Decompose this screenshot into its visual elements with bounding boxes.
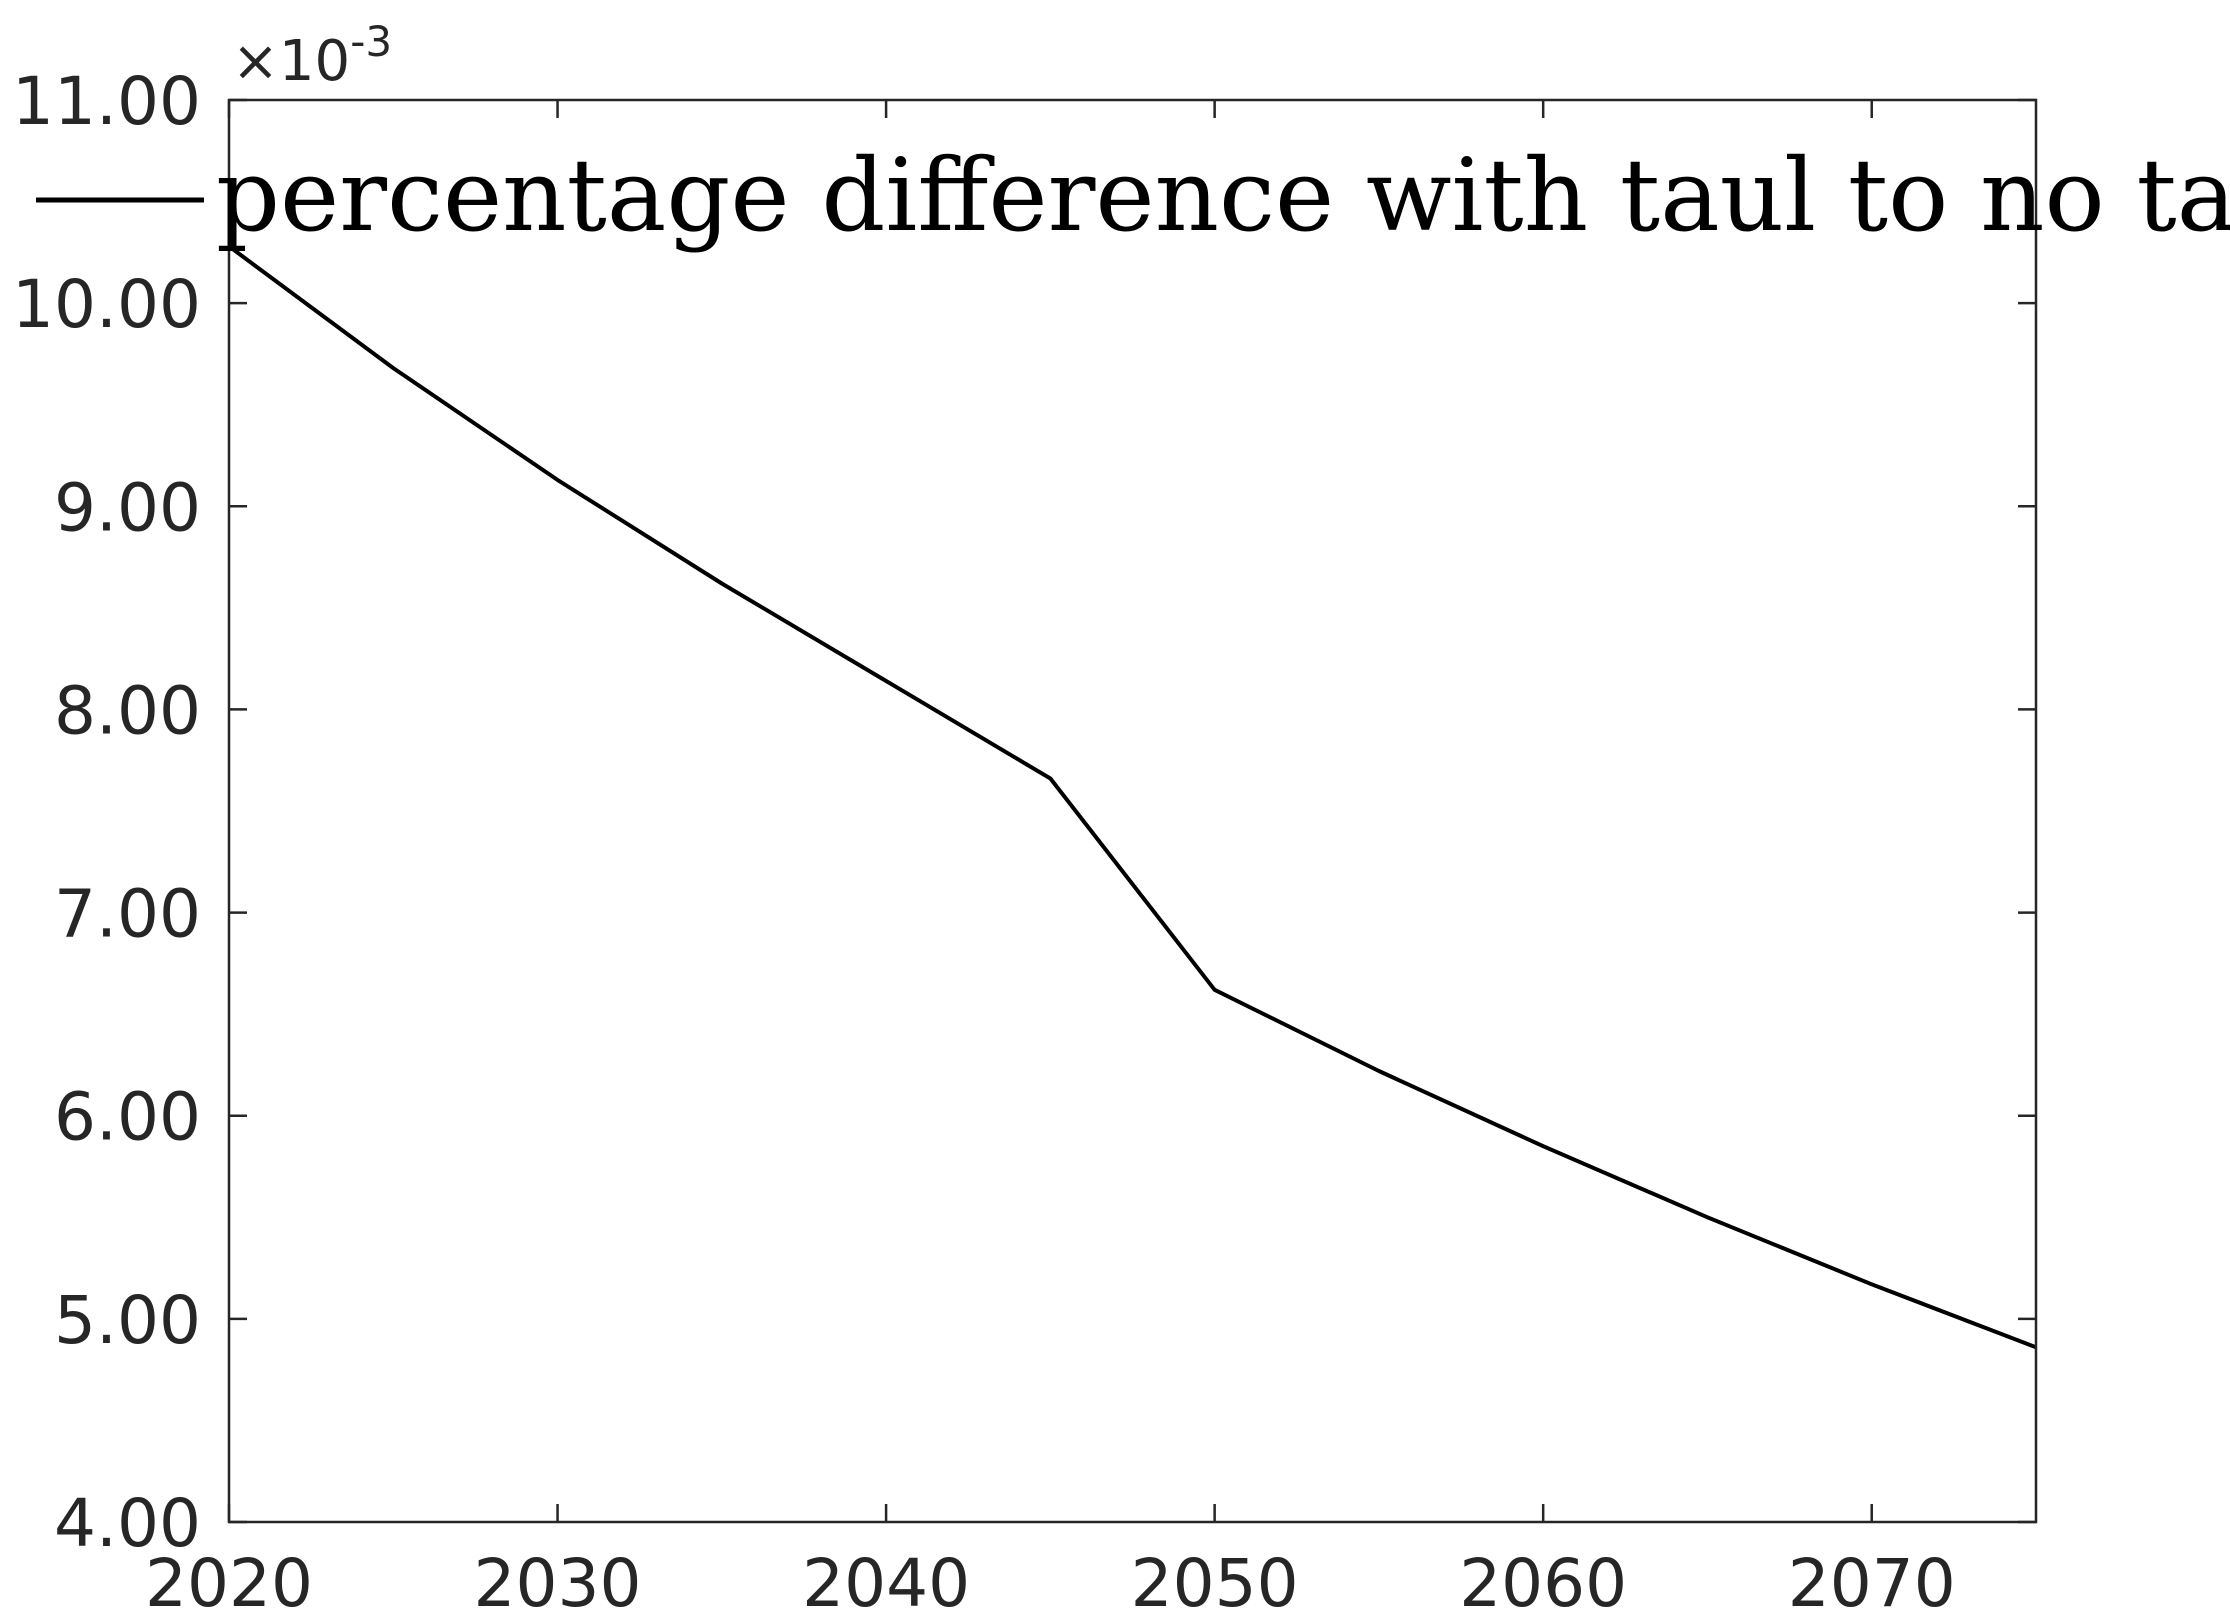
y-tick-label: 7.00 bbox=[54, 876, 201, 953]
x-tick-label: 2040 bbox=[802, 1545, 970, 1622]
plot-frame bbox=[227, 98, 2038, 1524]
y-multiplier-label: ×10-3 bbox=[232, 17, 392, 94]
axis-tick-labels: 2020 2030 2040 2050 2060 2070 4.00 5.00 6.00 7.00… bbox=[12, 63, 1956, 1622]
y-tick-label: 10.00 bbox=[12, 266, 201, 343]
y-tick-label: 11.00 bbox=[12, 63, 201, 140]
legend-label: percentage difference with taul to no ta… bbox=[216, 137, 2230, 254]
y-tick-label: 5.00 bbox=[54, 1282, 201, 1359]
legend: percentage difference with taul to no ta… bbox=[36, 137, 2230, 254]
x-tick-label: 2050 bbox=[1131, 1545, 1299, 1622]
y-tick-label: 8.00 bbox=[54, 672, 201, 749]
y-tick-label: 6.00 bbox=[54, 1079, 201, 1156]
x-tick-label: 2070 bbox=[1788, 1545, 1956, 1622]
x-tick-label: 2030 bbox=[474, 1545, 642, 1622]
y-tick-label: 4.00 bbox=[54, 1485, 201, 1562]
x-tick-label: 2020 bbox=[145, 1545, 313, 1622]
y-tick-label: 9.00 bbox=[54, 469, 201, 546]
series-line bbox=[227, 244, 2037, 1350]
plot-area bbox=[229, 100, 2036, 1522]
x-tick-label: 2060 bbox=[1459, 1545, 1627, 1622]
